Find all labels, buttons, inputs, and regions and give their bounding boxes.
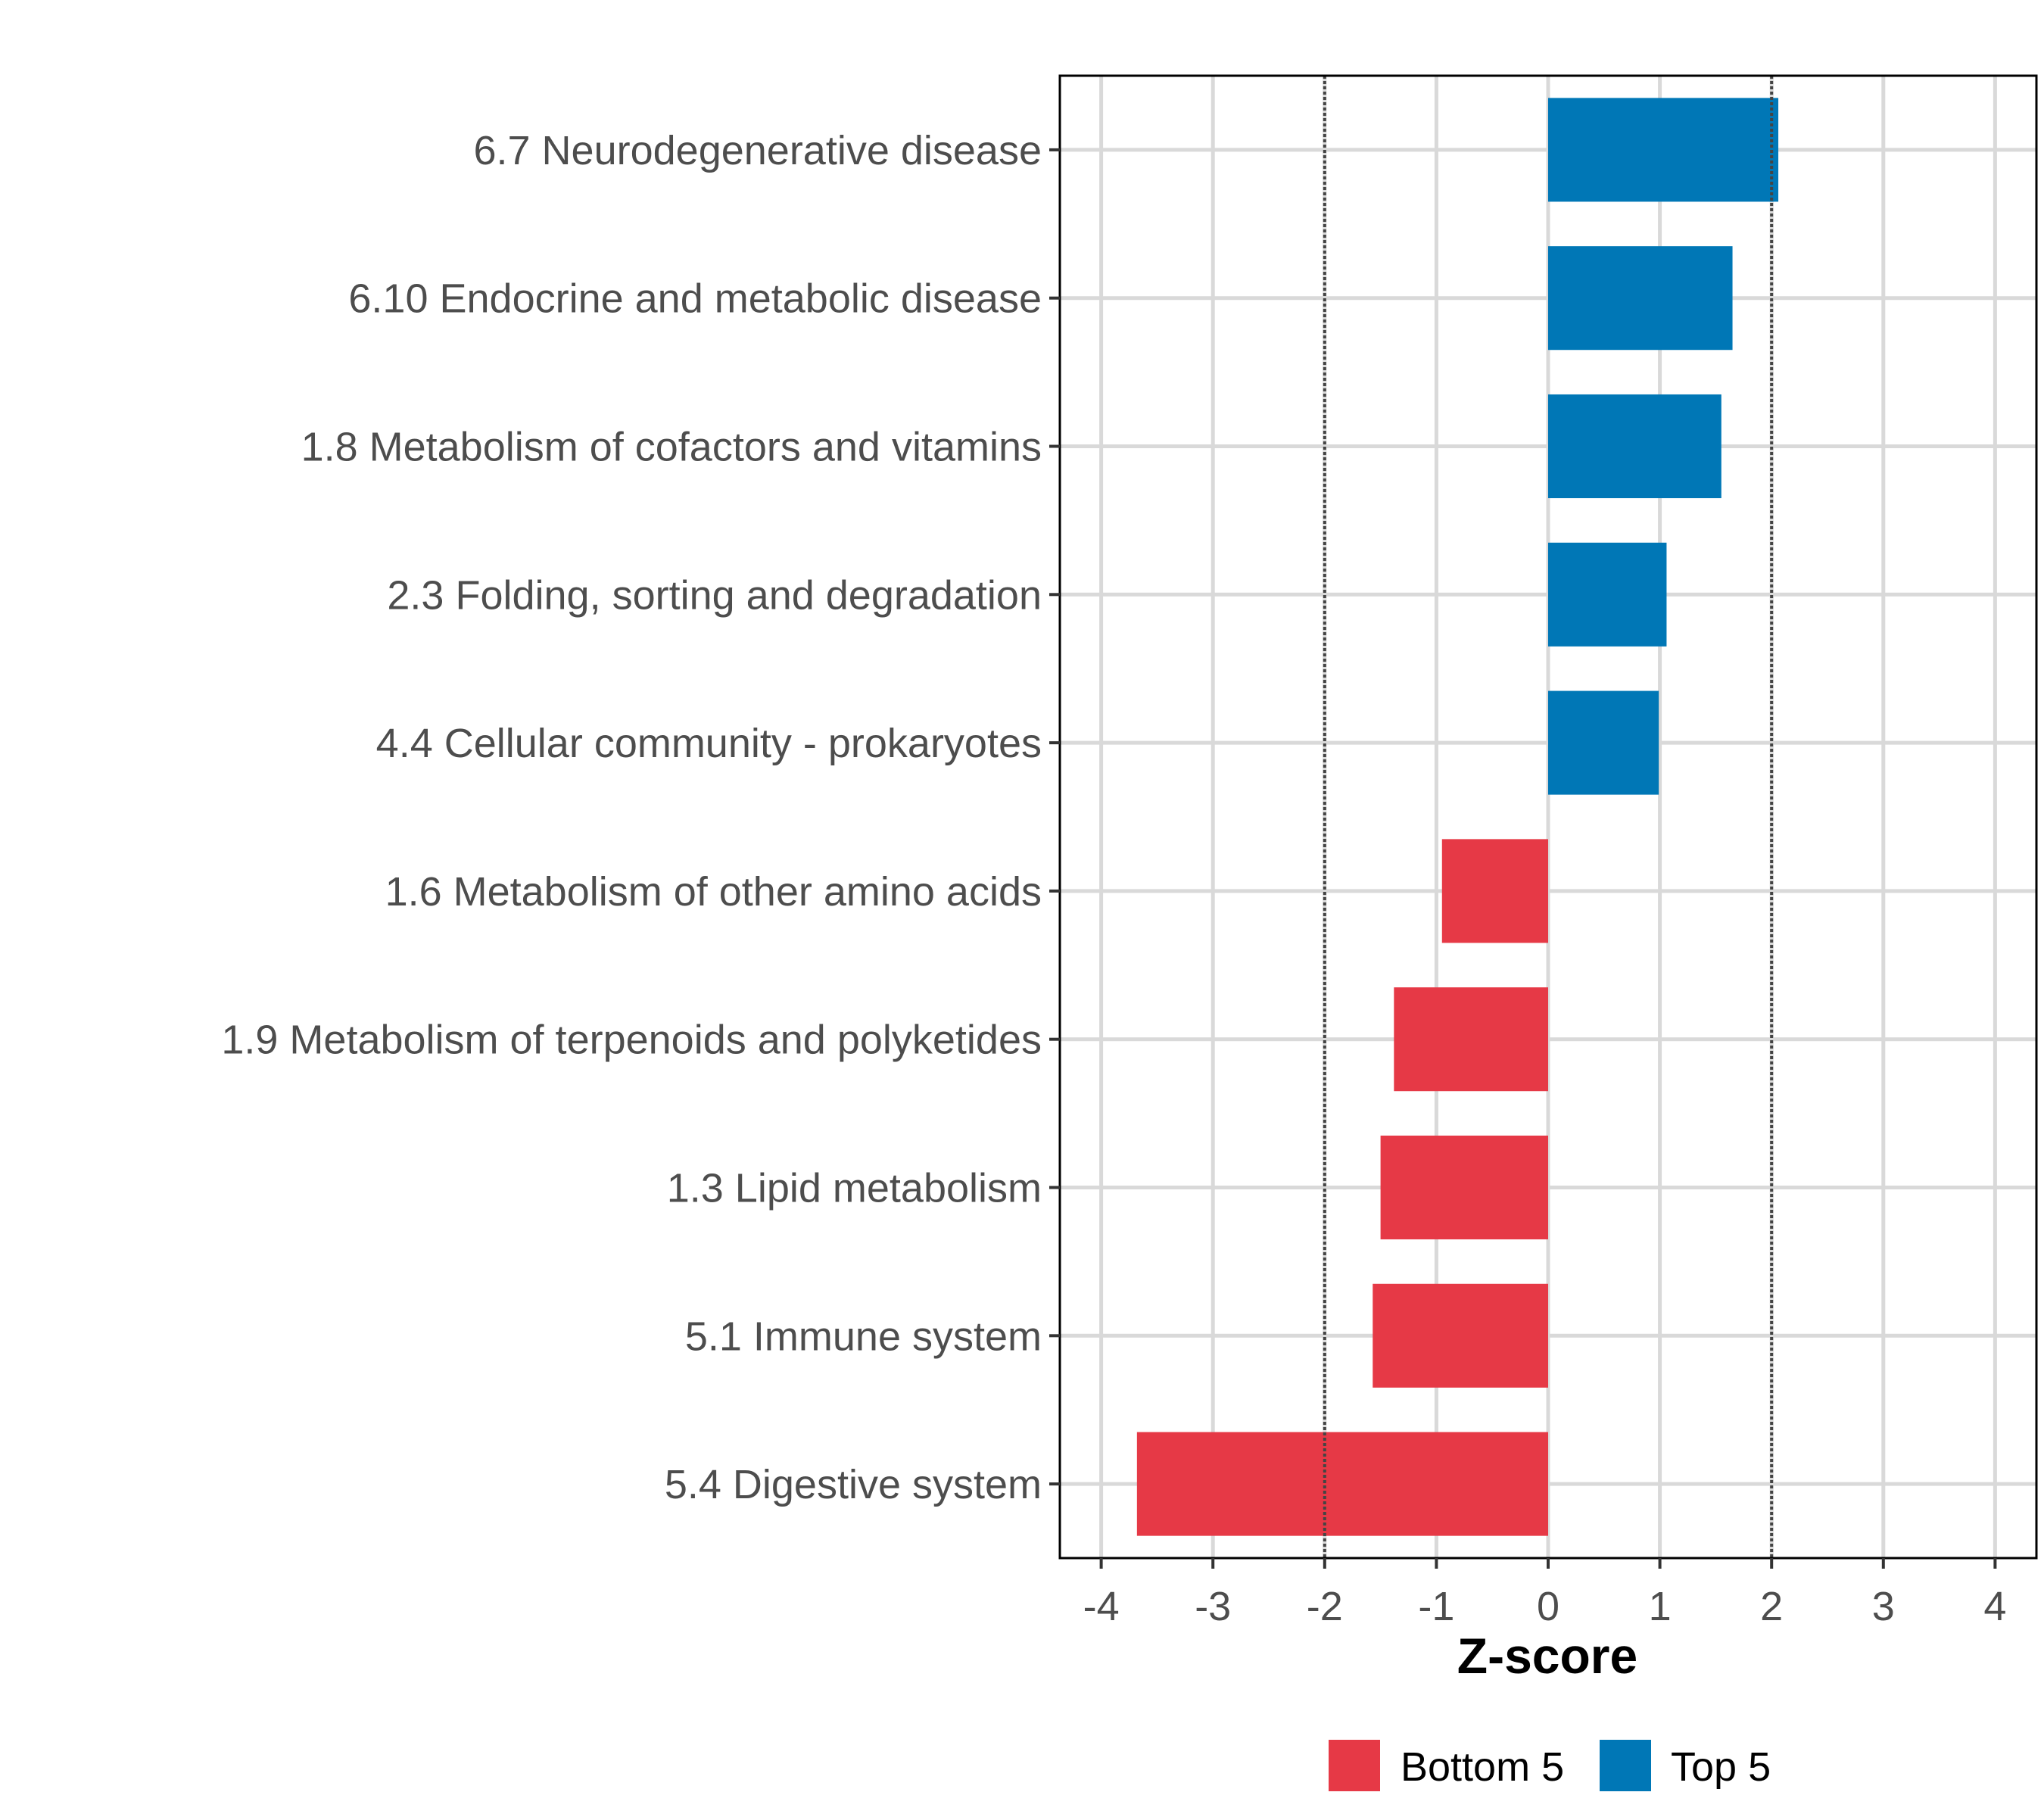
- x-tick-label: -3: [1195, 1584, 1231, 1629]
- legend-label-top-5: Top 5: [1671, 1744, 1771, 1790]
- x-tick-label: -4: [1083, 1584, 1120, 1629]
- bar: [1394, 987, 1548, 1092]
- x-tick-label: 3: [1872, 1584, 1895, 1629]
- y-tick-label: 5.1 Immune system: [685, 1314, 1042, 1359]
- y-tick-label: 2.3 Folding, sorting and degradation: [387, 572, 1042, 618]
- y-tick-label: 1.9 Metabolism of terpenoids and polyket…: [221, 1018, 1042, 1063]
- x-tick-label: -1: [1418, 1584, 1454, 1629]
- bar: [1380, 1135, 1548, 1240]
- bar: [1548, 690, 1659, 795]
- x-tick-label: 4: [1983, 1584, 2006, 1629]
- y-tick-label: 4.4 Cellular community - prokaryotes: [376, 721, 1042, 766]
- bar: [1548, 98, 1779, 202]
- bar: [1548, 246, 1733, 351]
- x-axis-ticks: -4 -3 -2 -1 0 1 2 3 4: [1083, 1558, 2006, 1629]
- y-axis-labels: 6.7 Neurodegenerative disease 6.10 Endocr…: [221, 128, 1060, 1507]
- y-tick-label: 6.7 Neurodegenerative disease: [473, 128, 1042, 173]
- bar: [1441, 839, 1548, 943]
- legend: Bottom 5 Top 5: [1329, 1740, 1771, 1791]
- bar: [1548, 542, 1667, 647]
- y-tick-label: 1.3 Lipid metabolism: [667, 1166, 1042, 1211]
- legend-label-bottom-5: Bottom 5: [1401, 1744, 1564, 1790]
- y-tick-label: 6.10 Endocrine and metabolic disease: [348, 276, 1042, 322]
- bar: [1548, 394, 1722, 499]
- legend-swatch-bottom-5: [1329, 1740, 1380, 1791]
- y-tick-label: 1.6 Metabolism of other amino acids: [385, 869, 1042, 915]
- x-axis-title: Z-score: [1457, 1628, 1637, 1684]
- x-tick-label: -2: [1307, 1584, 1343, 1629]
- legend-swatch-top-5: [1600, 1740, 1651, 1791]
- x-tick-label: 2: [1760, 1584, 1783, 1629]
- bar: [1373, 1283, 1548, 1388]
- x-tick-label: 0: [1537, 1584, 1559, 1629]
- y-tick-label: 5.4 Digestive system: [665, 1462, 1042, 1507]
- bar: [1136, 1432, 1548, 1536]
- bars: [1136, 98, 1779, 1536]
- y-tick-label: 1.8 Metabolism of cofactors and vitamins: [301, 425, 1042, 470]
- reference-lines: [1323, 76, 1774, 1558]
- x-tick-label: 1: [1649, 1584, 1672, 1629]
